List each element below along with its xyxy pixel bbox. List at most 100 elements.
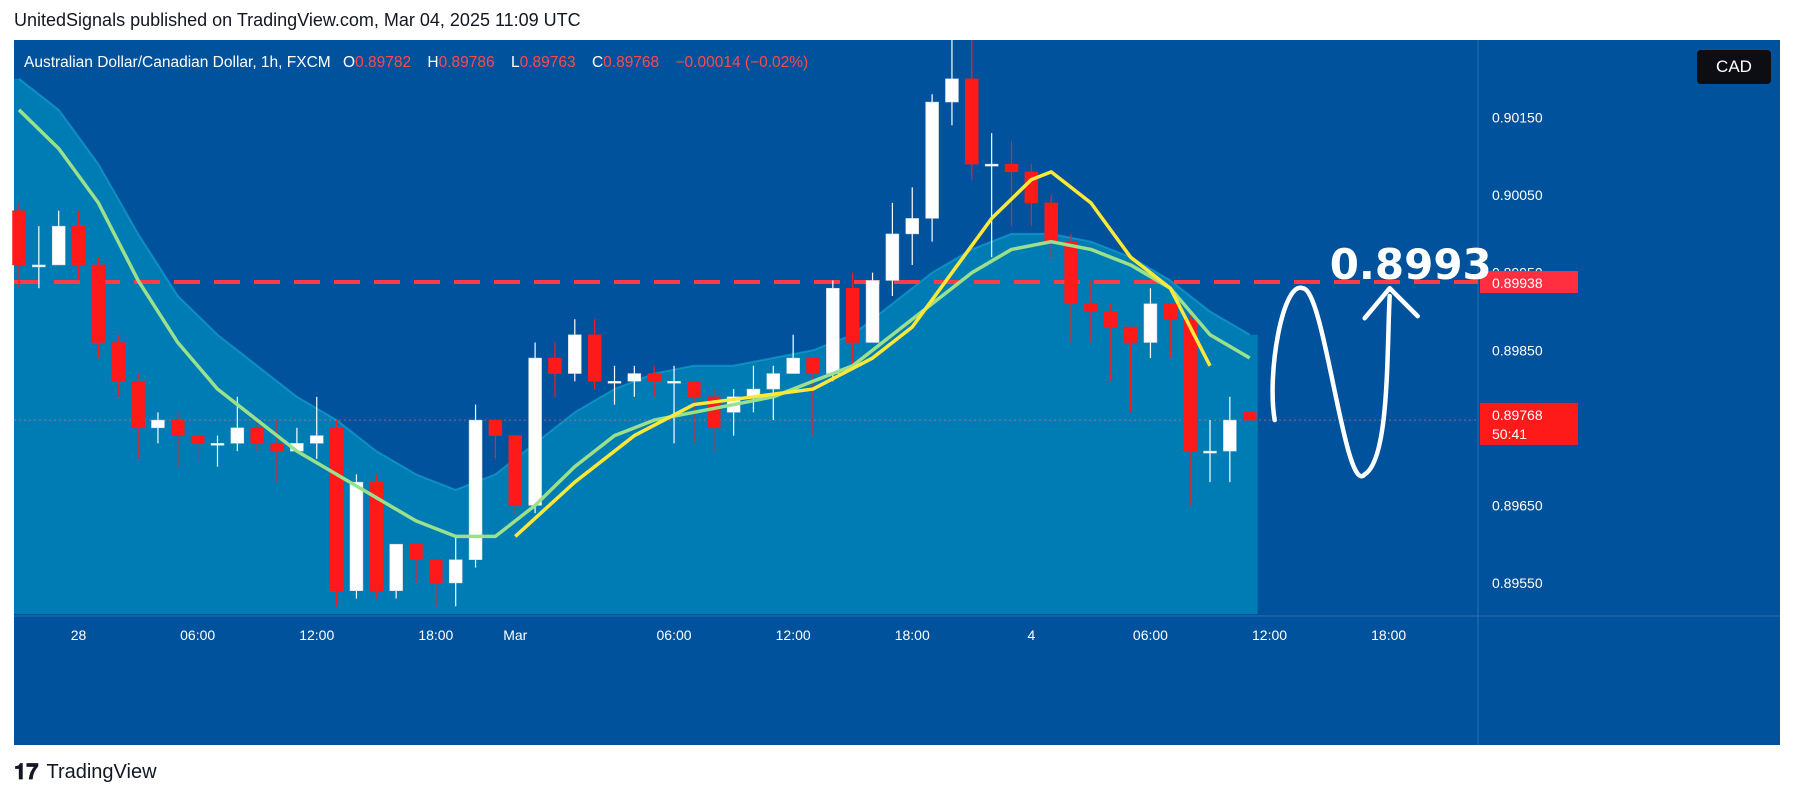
y-tick-label: 0.89650: [1492, 497, 1543, 513]
candle[interactable]: [1183, 318, 1197, 452]
x-tick-label: 4: [1027, 627, 1035, 643]
change-value: −0.00014 (−0.02%): [675, 54, 809, 71]
candle[interactable]: [250, 427, 264, 444]
candle[interactable]: [1044, 202, 1058, 242]
candle[interactable]: [1123, 326, 1138, 343]
candle[interactable]: [845, 287, 860, 343]
candle[interactable]: [270, 443, 284, 452]
candle[interactable]: [528, 357, 542, 506]
candle[interactable]: [627, 373, 642, 382]
candle[interactable]: [965, 78, 979, 165]
candle[interactable]: [190, 435, 205, 444]
x-tick-label: 12:00: [299, 627, 334, 643]
candle[interactable]: [607, 381, 622, 384]
candle[interactable]: [171, 419, 185, 436]
candle[interactable]: [885, 233, 900, 281]
candle[interactable]: [1004, 163, 1019, 173]
candle[interactable]: [865, 280, 880, 343]
candle[interactable]: [945, 78, 959, 103]
open-value: 0.89782: [355, 54, 412, 71]
candle[interactable]: [925, 101, 939, 219]
candle[interactable]: [111, 342, 125, 382]
x-tick-label: Mar: [503, 627, 527, 643]
last-price-label: 0.89768: [1492, 407, 1543, 423]
candle[interactable]: [488, 419, 503, 436]
candle[interactable]: [984, 163, 999, 167]
candle[interactable]: [310, 435, 324, 444]
candle[interactable]: [71, 225, 86, 266]
candle[interactable]: [409, 543, 423, 560]
candle[interactable]: [32, 264, 46, 268]
candle[interactable]: [349, 481, 364, 591]
candle[interactable]: [1064, 241, 1078, 304]
candle[interactable]: [51, 225, 66, 266]
candle[interactable]: [1163, 303, 1178, 320]
x-tick-label: 06:00: [180, 627, 215, 643]
candle[interactable]: [587, 334, 602, 382]
candle[interactable]: [1242, 412, 1257, 421]
ma-cloud-area: [14, 78, 1258, 614]
candle[interactable]: [1143, 303, 1158, 343]
symbol-title: Australian Dollar/Canadian Dollar, 1h, F…: [24, 54, 331, 71]
candle[interactable]: [667, 381, 681, 384]
candle[interactable]: [429, 559, 443, 584]
ma-fast-line: [514, 170, 1212, 538]
candle[interactable]: [905, 218, 919, 235]
candle[interactable]: [131, 381, 145, 429]
candle[interactable]: [91, 264, 106, 343]
candle[interactable]: [687, 381, 701, 398]
target-price-text: 0.8993: [1330, 240, 1492, 289]
y-tick-label: 0.89550: [1492, 575, 1543, 591]
candle[interactable]: [568, 334, 582, 374]
y-tick-label: 0.89850: [1492, 342, 1543, 358]
level-price-label: 0.89938: [1492, 275, 1543, 291]
high-value: 0.89786: [438, 54, 495, 71]
candle[interactable]: [468, 419, 483, 560]
open-label: O: [343, 54, 356, 71]
candle[interactable]: [1104, 311, 1118, 328]
x-tick-label: 18:00: [418, 627, 453, 643]
candle[interactable]: [806, 357, 820, 374]
candle[interactable]: [707, 396, 721, 429]
candle[interactable]: [1084, 303, 1098, 312]
x-tick-label: 18:00: [1371, 627, 1406, 643]
candle[interactable]: [210, 443, 225, 446]
footer-brand[interactable]: 𝟏𝟕 TradingView: [14, 760, 157, 785]
low-label: L: [510, 54, 520, 71]
candle[interactable]: [369, 481, 384, 591]
candle[interactable]: [329, 427, 344, 591]
candle[interactable]: [766, 373, 781, 390]
ma-slow-line: [17, 108, 1251, 539]
footer-brand-text: TradingView: [46, 761, 157, 783]
candle[interactable]: [647, 373, 661, 382]
x-tick-label: 06:00: [657, 627, 692, 643]
candle[interactable]: [12, 210, 26, 266]
currency-badge[interactable]: CAD: [1697, 50, 1771, 84]
candle[interactable]: [548, 357, 562, 374]
countdown-label: 50:41: [1492, 426, 1527, 442]
last-price-label-bg: [1480, 402, 1578, 445]
candle[interactable]: [826, 287, 840, 374]
x-tick-label: 28: [71, 627, 87, 643]
candle[interactable]: [1203, 450, 1217, 454]
published-by-text: UnitedSignals published on TradingView.c…: [14, 10, 581, 30]
candle[interactable]: [389, 543, 403, 591]
candle[interactable]: [786, 357, 800, 374]
forecast-arrow-icon: [1362, 285, 1420, 321]
candle[interactable]: [1223, 419, 1237, 452]
low-value: 0.89763: [519, 54, 576, 71]
candle[interactable]: [448, 559, 463, 584]
ohlc-legend: Australian Dollar/Canadian Dollar, 1h, F…: [24, 54, 820, 72]
forecast-wave-path: [1270, 285, 1392, 479]
close-value: 0.89768: [603, 54, 660, 71]
x-tick-label: 18:00: [895, 627, 930, 643]
x-tick-label: 12:00: [776, 627, 811, 643]
candle[interactable]: [508, 435, 522, 506]
tradingview-logo-icon: 𝟏𝟕: [14, 760, 39, 785]
level-price-label-bg: [1480, 271, 1578, 294]
high-label: H: [427, 54, 439, 71]
candle[interactable]: [230, 427, 245, 444]
candle[interactable]: [151, 419, 165, 429]
x-tick-label: 06:00: [1133, 627, 1168, 643]
